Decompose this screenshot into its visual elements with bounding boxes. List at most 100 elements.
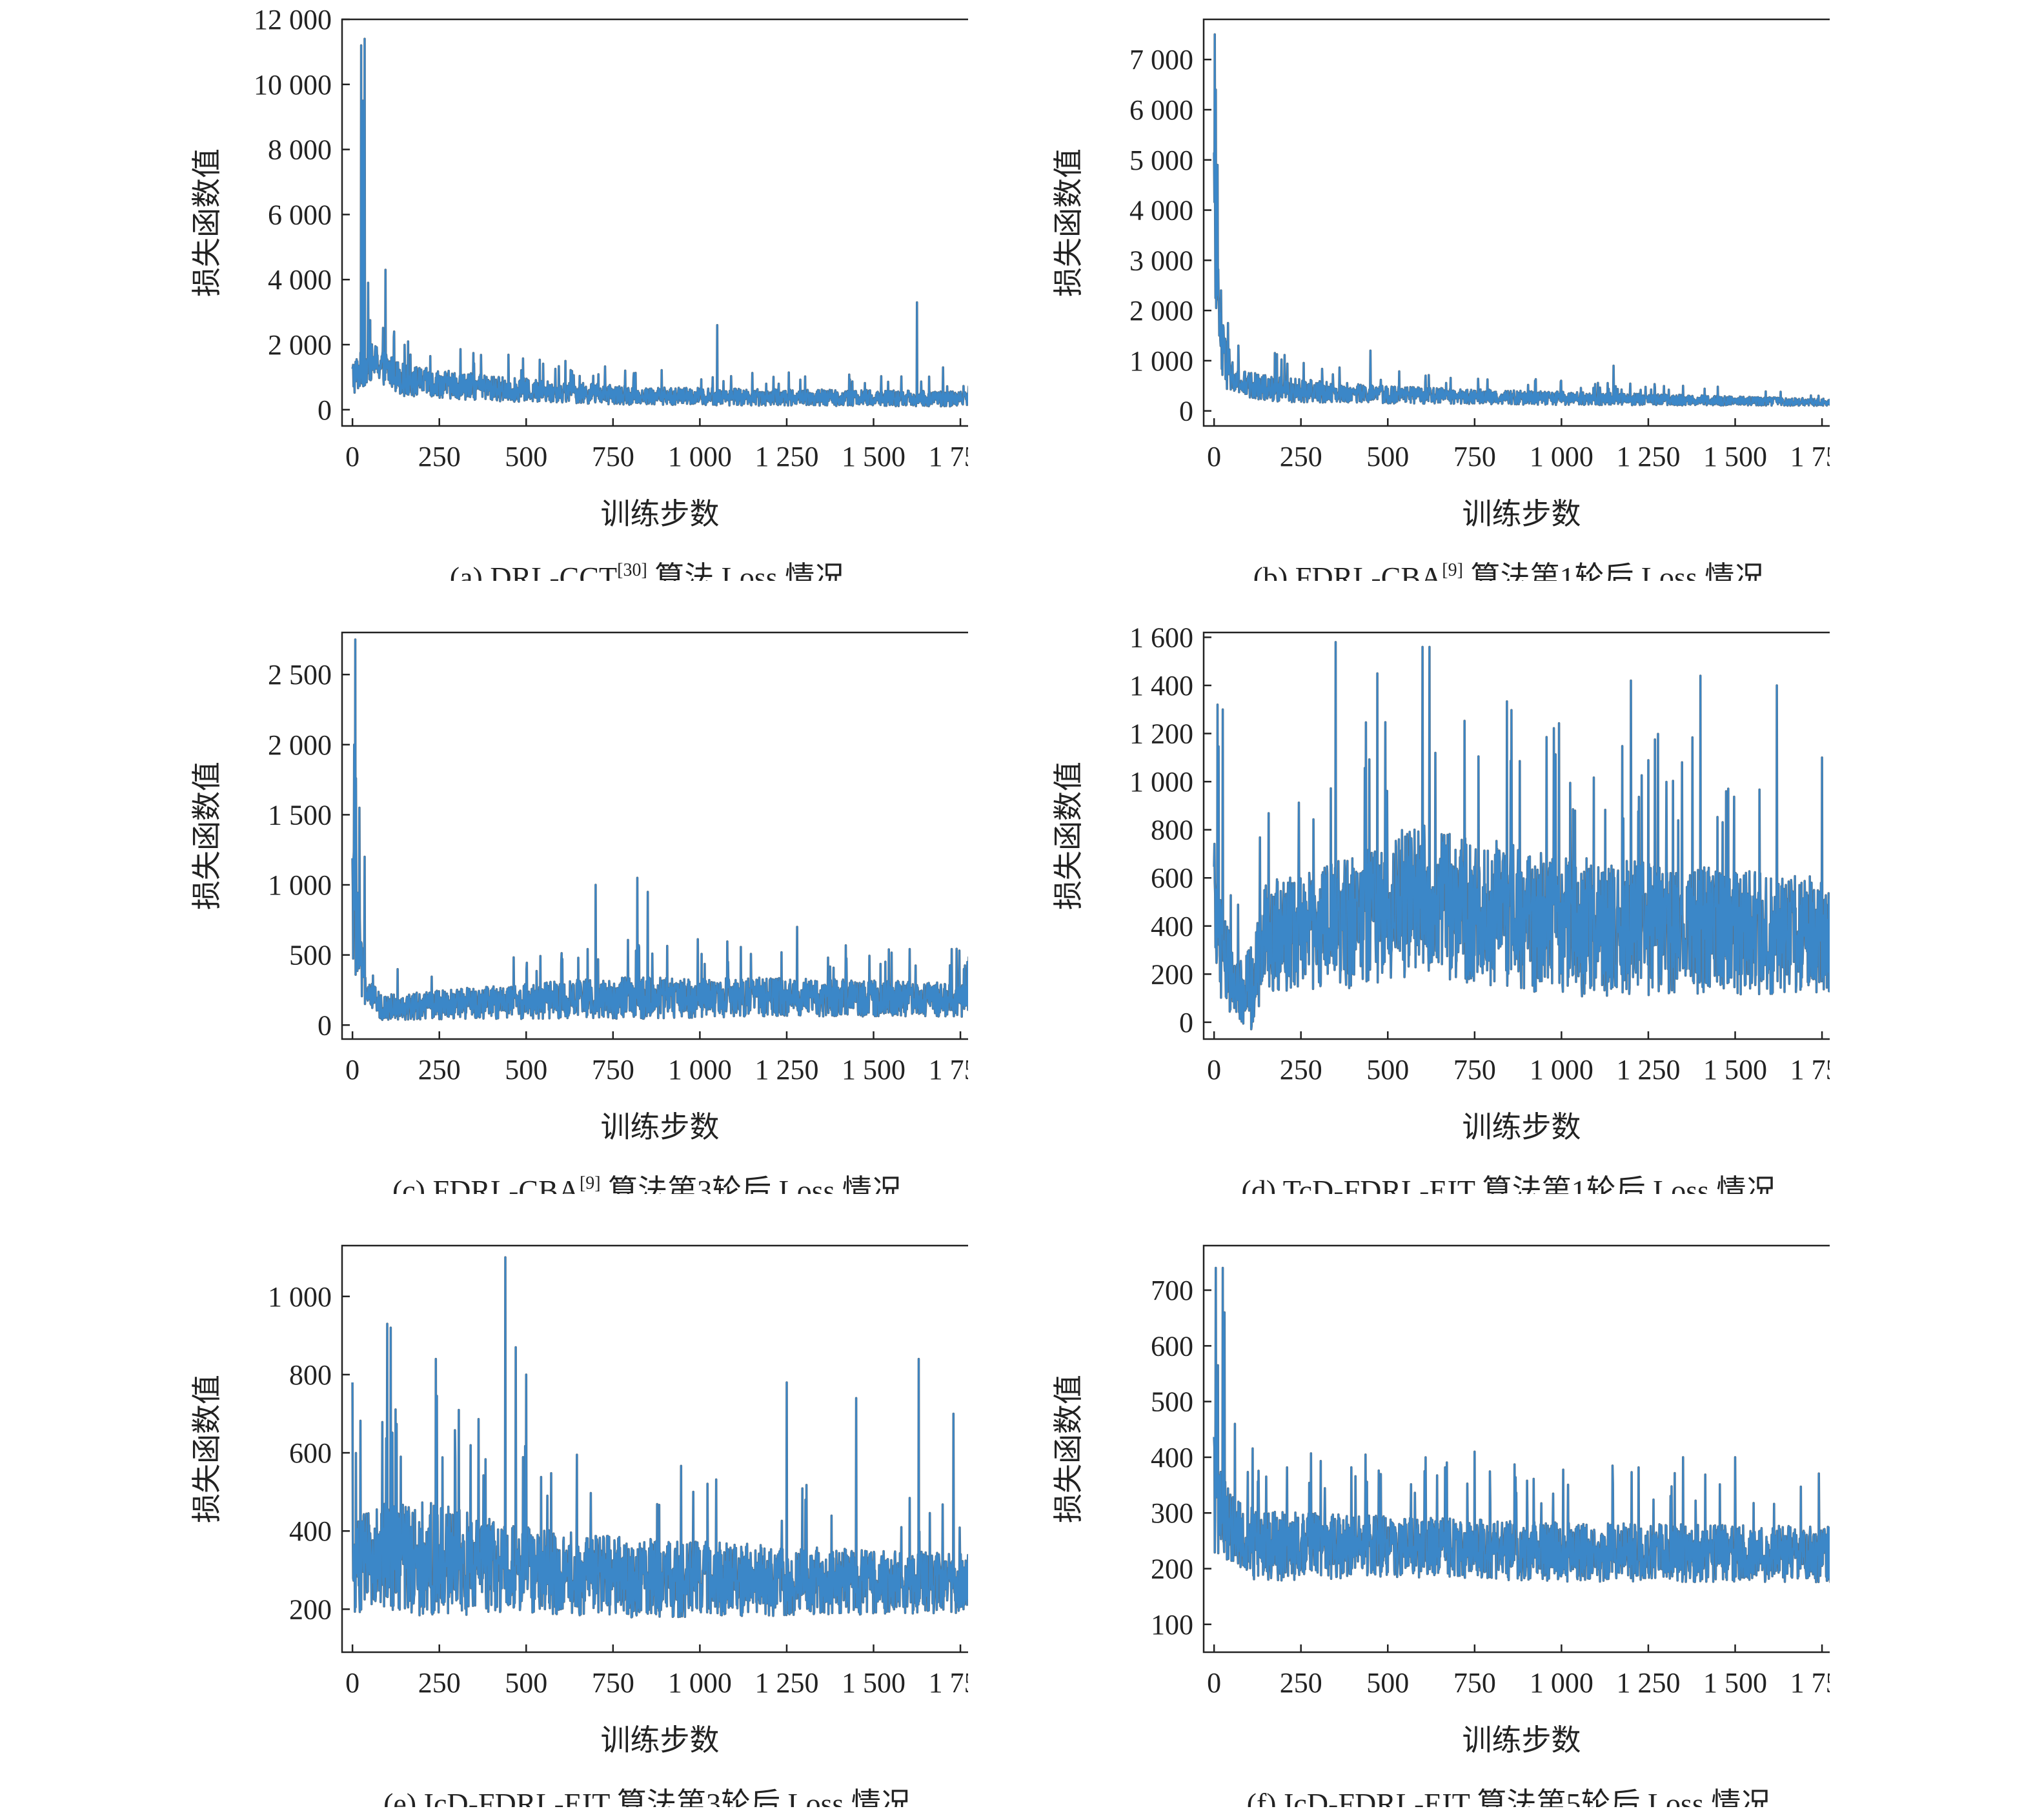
x-tick-label: 750 bbox=[1453, 1054, 1496, 1086]
chart-caption: (d) TcD-FDRL-EIT 算法第1轮后 Loss 情况 bbox=[1241, 1174, 1775, 1194]
x-tick-label: 500 bbox=[505, 1054, 547, 1086]
caption-text: (d) TcD-FDRL-EIT 算法第1轮后 Loss 情况 bbox=[1241, 1174, 1775, 1194]
x-tick-label: 250 bbox=[1280, 1054, 1322, 1086]
x-tick-label: 1 000 bbox=[668, 1054, 732, 1086]
caption-text-suffix: 算法第1轮后 Loss 情况 bbox=[1463, 561, 1764, 581]
series-line bbox=[1213, 641, 1830, 1030]
y-tick-label: 200 bbox=[1151, 958, 1193, 990]
x-tick-label: 1 250 bbox=[1616, 1054, 1680, 1086]
y-tick-label: 6 000 bbox=[1129, 94, 1193, 126]
y-tick-label: 3 000 bbox=[1129, 245, 1193, 276]
x-axis-title: 训练步数 bbox=[1462, 1109, 1581, 1144]
x-tick-label: 500 bbox=[505, 1667, 547, 1699]
y-tick-label: 2 000 bbox=[268, 729, 332, 761]
x-tick-label: 1 000 bbox=[1530, 1667, 1593, 1699]
x-tick-label: 0 bbox=[345, 1054, 359, 1086]
x-tick-label: 1 500 bbox=[842, 441, 905, 472]
y-tick-label: 0 bbox=[318, 1009, 332, 1041]
series-line bbox=[351, 38, 968, 407]
x-axis-title: 训练步数 bbox=[1462, 496, 1581, 531]
x-tick-label: 250 bbox=[418, 1054, 461, 1086]
y-axis-title: 损失函数值 bbox=[189, 1375, 224, 1523]
plot-frame bbox=[341, 1244, 968, 1653]
series-line bbox=[351, 638, 968, 1021]
y-tick-label: 300 bbox=[1151, 1497, 1193, 1529]
chart-caption: (b) FDRL-CBA[9] 算法第1轮后 Loss 情况 bbox=[1253, 560, 1765, 581]
x-tick-label: 250 bbox=[418, 1667, 461, 1699]
y-tick-label: 600 bbox=[1151, 1330, 1193, 1362]
x-tick-label: 0 bbox=[345, 441, 359, 472]
series-line bbox=[351, 1257, 968, 1619]
x-tick-label: 250 bbox=[1280, 1667, 1322, 1699]
x-tick-label: 1 750 bbox=[1790, 441, 1830, 472]
x-tick-label: 1 750 bbox=[1790, 1667, 1830, 1699]
x-tick-label: 500 bbox=[1366, 441, 1409, 472]
y-tick-label: 0 bbox=[1179, 1007, 1193, 1038]
x-tick-label: 500 bbox=[1366, 1054, 1409, 1086]
plot-frame bbox=[1202, 18, 1830, 427]
y-tick-label: 600 bbox=[1151, 862, 1193, 894]
x-tick-label: 750 bbox=[592, 441, 634, 472]
x-axis-title: 训练步数 bbox=[601, 1723, 720, 1757]
chart-svg: 0 500 1 000 1 500 2 000 2 500 0 250 500 750 1 000 1… bbox=[189, 631, 968, 1194]
y-tick-label: 600 bbox=[289, 1437, 332, 1469]
y-axis-title: 损失函数值 bbox=[189, 762, 224, 910]
chart-svg: 100 200 300 400 500 600 700 0 250 500 750 1 000 1 25… bbox=[1051, 1244, 1830, 1807]
y-axis-title: 损失函数值 bbox=[1051, 762, 1086, 910]
x-tick-label: 1 500 bbox=[842, 1667, 905, 1699]
chart-panel-e: 200 400 600 800 1 000 0 250 500 750 1 000 1 250 1 5… bbox=[0, 1226, 968, 1807]
x-tick-label: 1 500 bbox=[1703, 1054, 1767, 1086]
y-tick-label: 2 000 bbox=[1129, 295, 1193, 327]
x-tick-label: 1 500 bbox=[842, 1054, 905, 1086]
chart-svg: 0 200 400 600 800 1 000 1 200 1 400 1 600 0 250 500… bbox=[1051, 622, 1830, 1194]
chart-panel-b: 0 1 000 2 000 3 000 4 000 5 000 6 000 7 000 0 250… bbox=[862, 0, 1830, 581]
x-tick-label: 1 250 bbox=[1616, 1667, 1680, 1699]
y-tick-label: 4 000 bbox=[268, 264, 332, 296]
plot-frame bbox=[341, 631, 968, 1040]
x-tick-label: 750 bbox=[592, 1054, 634, 1086]
x-tick-label: 1 250 bbox=[754, 1054, 818, 1086]
y-tick-label: 1 000 bbox=[1129, 345, 1193, 377]
x-tick-label: 1 000 bbox=[1530, 441, 1593, 472]
x-tick-label: 0 bbox=[345, 1667, 359, 1699]
x-tick-label: 1 000 bbox=[668, 1667, 732, 1699]
y-tick-label: 10 000 bbox=[254, 69, 332, 101]
x-tick-label: 1 750 bbox=[1790, 1054, 1830, 1086]
x-axis-title: 训练步数 bbox=[601, 1109, 720, 1144]
y-tick-label: 1 200 bbox=[1129, 718, 1193, 750]
caption-reference: [30] bbox=[617, 560, 647, 580]
y-tick-label: 2 500 bbox=[268, 659, 332, 691]
series-line-shadow bbox=[1213, 33, 1830, 407]
y-tick-label: 0 bbox=[318, 394, 332, 426]
x-tick-label: 1 000 bbox=[1530, 1054, 1593, 1086]
y-tick-label: 500 bbox=[289, 940, 332, 971]
x-tick-label: 1 250 bbox=[754, 1667, 818, 1699]
x-tick-label: 1 750 bbox=[929, 441, 968, 472]
y-tick-label: 0 bbox=[1179, 396, 1193, 427]
y-tick-label: 1 000 bbox=[268, 1281, 332, 1313]
caption-text-suffix: 算法第3轮后 Loss 情况 bbox=[601, 1174, 902, 1194]
x-tick-label: 750 bbox=[1453, 1667, 1496, 1699]
x-tick-label: 250 bbox=[1280, 441, 1322, 472]
x-tick-label: 0 bbox=[1207, 441, 1221, 472]
y-tick-label: 700 bbox=[1151, 1275, 1193, 1306]
x-tick-label: 1 500 bbox=[1703, 441, 1767, 472]
caption-reference: [9] bbox=[1442, 560, 1463, 580]
plot-frame bbox=[1202, 631, 1830, 1040]
series-line bbox=[1213, 1267, 1830, 1583]
chart-caption: (f) IcD-FDRL-EIT 算法第5轮后 Loss 情况 bbox=[1247, 1787, 1771, 1807]
x-tick-label: 500 bbox=[505, 441, 547, 472]
plot-frame bbox=[341, 18, 968, 427]
y-tick-label: 400 bbox=[1151, 911, 1193, 942]
chart-svg: 0 2 000 4 000 6 000 8 000 10 000 12 000 0 250 500… bbox=[189, 4, 968, 581]
chart-svg: 0 1 000 2 000 3 000 4 000 5 000 6 000 7 000 0 250… bbox=[1051, 18, 1830, 581]
y-tick-label: 200 bbox=[1151, 1553, 1193, 1585]
x-tick-label: 750 bbox=[592, 1667, 634, 1699]
caption-text: (f) IcD-FDRL-EIT 算法第5轮后 Loss 情况 bbox=[1247, 1787, 1771, 1807]
caption-text-suffix: 算法 Loss 情况 bbox=[647, 561, 844, 581]
x-tick-label: 1 750 bbox=[929, 1667, 968, 1699]
x-tick-label: 0 bbox=[1207, 1667, 1221, 1699]
y-tick-label: 800 bbox=[1151, 814, 1193, 846]
y-tick-label: 1 400 bbox=[1129, 670, 1193, 702]
caption-text: (c) FDRL-CBA bbox=[392, 1174, 580, 1194]
